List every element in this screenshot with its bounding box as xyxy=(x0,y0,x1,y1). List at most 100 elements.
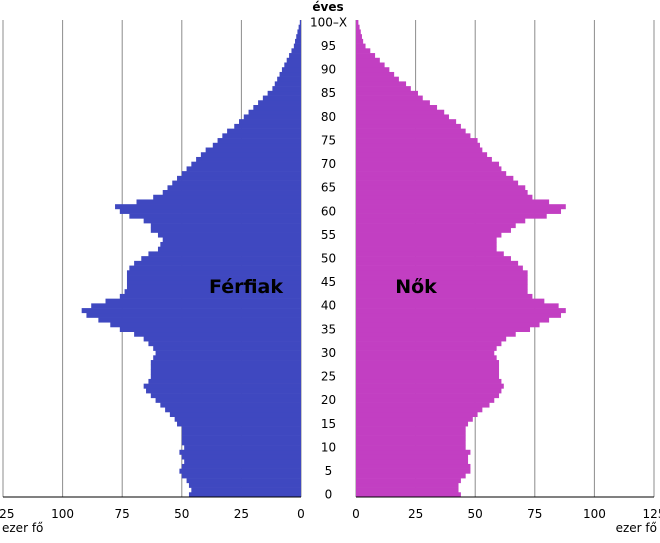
male-bar-age-47 xyxy=(126,270,301,276)
male-bar-age-80 xyxy=(243,114,301,120)
female-bar-age-36 xyxy=(356,322,540,328)
male-bar-age-5 xyxy=(179,468,301,474)
female-bar-age-23 xyxy=(356,383,504,389)
male-bar-age-26 xyxy=(150,369,301,375)
age-axis-title: éves xyxy=(312,0,343,14)
male-bar-age-27 xyxy=(150,364,301,370)
female-bar-age-33 xyxy=(356,336,507,342)
female-bar-age-97 xyxy=(356,34,362,40)
female-bar-age-98 xyxy=(356,29,361,35)
female-bar-age-17 xyxy=(356,411,478,418)
age-tick-label: 35 xyxy=(321,322,336,336)
age-tick-label: 95 xyxy=(321,39,336,53)
left-x-tick-label: 50 xyxy=(174,507,189,521)
female-bar-age-52 xyxy=(356,246,497,252)
male-bar-age-3 xyxy=(186,478,301,484)
male-bar-age-49 xyxy=(134,260,301,266)
female-bar-age-28 xyxy=(356,360,500,366)
female-series-label: Nők xyxy=(395,276,437,298)
female-bar-age-91 xyxy=(356,62,385,68)
male-bar-age-37 xyxy=(98,317,301,323)
male-bar-age-10 xyxy=(184,445,301,451)
male-bar-age-17 xyxy=(169,411,301,418)
female-bar-age-77 xyxy=(356,128,466,134)
male-bar-age-78 xyxy=(234,123,301,129)
left-x-tick-label: 75 xyxy=(115,507,130,521)
female-bar-age-78 xyxy=(356,123,461,129)
female-bar-age-67 xyxy=(356,175,514,181)
x-tick-labels: 125 100 75 50 25 0 0 25 50 75 100 125 xyxy=(0,507,660,521)
male-bar-age-82 xyxy=(253,105,301,111)
female-bar-age-45 xyxy=(356,279,528,285)
male-bar-age-85 xyxy=(267,90,301,96)
left-x-tick-label: 25 xyxy=(234,507,249,521)
male-bar-age-7 xyxy=(184,459,301,465)
female-bar-age-30 xyxy=(356,350,495,356)
female-bar-age-79 xyxy=(356,119,457,125)
male-bar-age-25 xyxy=(150,374,301,380)
female-bar-age-82 xyxy=(356,105,438,111)
female-bar-age-10 xyxy=(356,445,466,451)
female-bar-age-71 xyxy=(356,156,492,162)
female-bar-age-2 xyxy=(356,482,459,488)
female-bar-age-20 xyxy=(356,397,495,403)
female-bar-age-40 xyxy=(356,303,559,309)
male-bar-age-62 xyxy=(136,199,301,205)
male-bars xyxy=(81,20,302,498)
male-bar-age-66 xyxy=(172,180,301,186)
female-bar-age-6 xyxy=(356,463,471,469)
male-bar-age-12 xyxy=(181,435,301,441)
female-bar-age-29 xyxy=(356,355,497,361)
male-bar-age-21 xyxy=(150,393,301,399)
male-bar-age-57 xyxy=(150,223,301,229)
female-bar-age-0 xyxy=(356,492,461,498)
male-bar-age-96 xyxy=(295,38,301,44)
female-bar-age-21 xyxy=(356,393,500,399)
female-bar-age-53 xyxy=(356,241,497,247)
female-bar-age-66 xyxy=(356,180,519,186)
female-bar-age-92 xyxy=(356,57,380,63)
female-bar-age-27 xyxy=(356,364,500,370)
age-tick-label: 25 xyxy=(321,370,336,384)
male-bar-age-81 xyxy=(248,109,301,115)
male-bar-age-50 xyxy=(141,256,301,262)
female-bar-age-59 xyxy=(356,213,547,219)
female-bar-age-49 xyxy=(356,260,519,266)
male-bar-age-46 xyxy=(126,275,301,281)
female-bar-age-4 xyxy=(356,473,466,479)
female-bar-age-62 xyxy=(356,199,550,205)
female-bar-age-94 xyxy=(356,48,371,54)
right-x-tick-label: 50 xyxy=(468,507,483,521)
male-bar-age-15 xyxy=(177,421,301,427)
male-bar-age-22 xyxy=(146,388,301,394)
left-unit-label: ezer fő xyxy=(2,521,43,535)
female-bar-age-89 xyxy=(356,71,395,77)
right-x-tick-label: 125 xyxy=(643,507,660,521)
male-bar-age-76 xyxy=(222,133,301,139)
male-bar-age-14 xyxy=(181,426,301,432)
female-bar-age-99 xyxy=(356,24,360,30)
female-bar-age-76 xyxy=(356,133,471,139)
male-bar-age-35 xyxy=(119,326,301,333)
female-bar-age-11 xyxy=(356,440,466,446)
female-bar-age-51 xyxy=(356,251,504,257)
female-bar-age-65 xyxy=(356,185,526,191)
female-bar-age-44 xyxy=(356,284,528,290)
age-tick-label: 10 xyxy=(321,440,336,454)
female-bar-age-75 xyxy=(356,138,478,144)
female-bar-age-9 xyxy=(356,449,471,455)
male-bar-age-58 xyxy=(143,218,301,224)
age-tick-label: 65 xyxy=(321,181,336,195)
male-bar-age-95 xyxy=(293,43,301,49)
left-x-tick-label: 0 xyxy=(297,507,305,521)
female-bar-age-69 xyxy=(356,166,502,172)
male-bar-age-23 xyxy=(143,383,301,389)
male-bar-age-92 xyxy=(286,57,301,63)
age-tick-label: 75 xyxy=(321,133,336,147)
male-bar-age-40 xyxy=(91,303,301,309)
male-bar-age-91 xyxy=(284,62,301,68)
male-bar-age-74 xyxy=(212,142,301,148)
male-bar-age-55 xyxy=(157,232,301,238)
